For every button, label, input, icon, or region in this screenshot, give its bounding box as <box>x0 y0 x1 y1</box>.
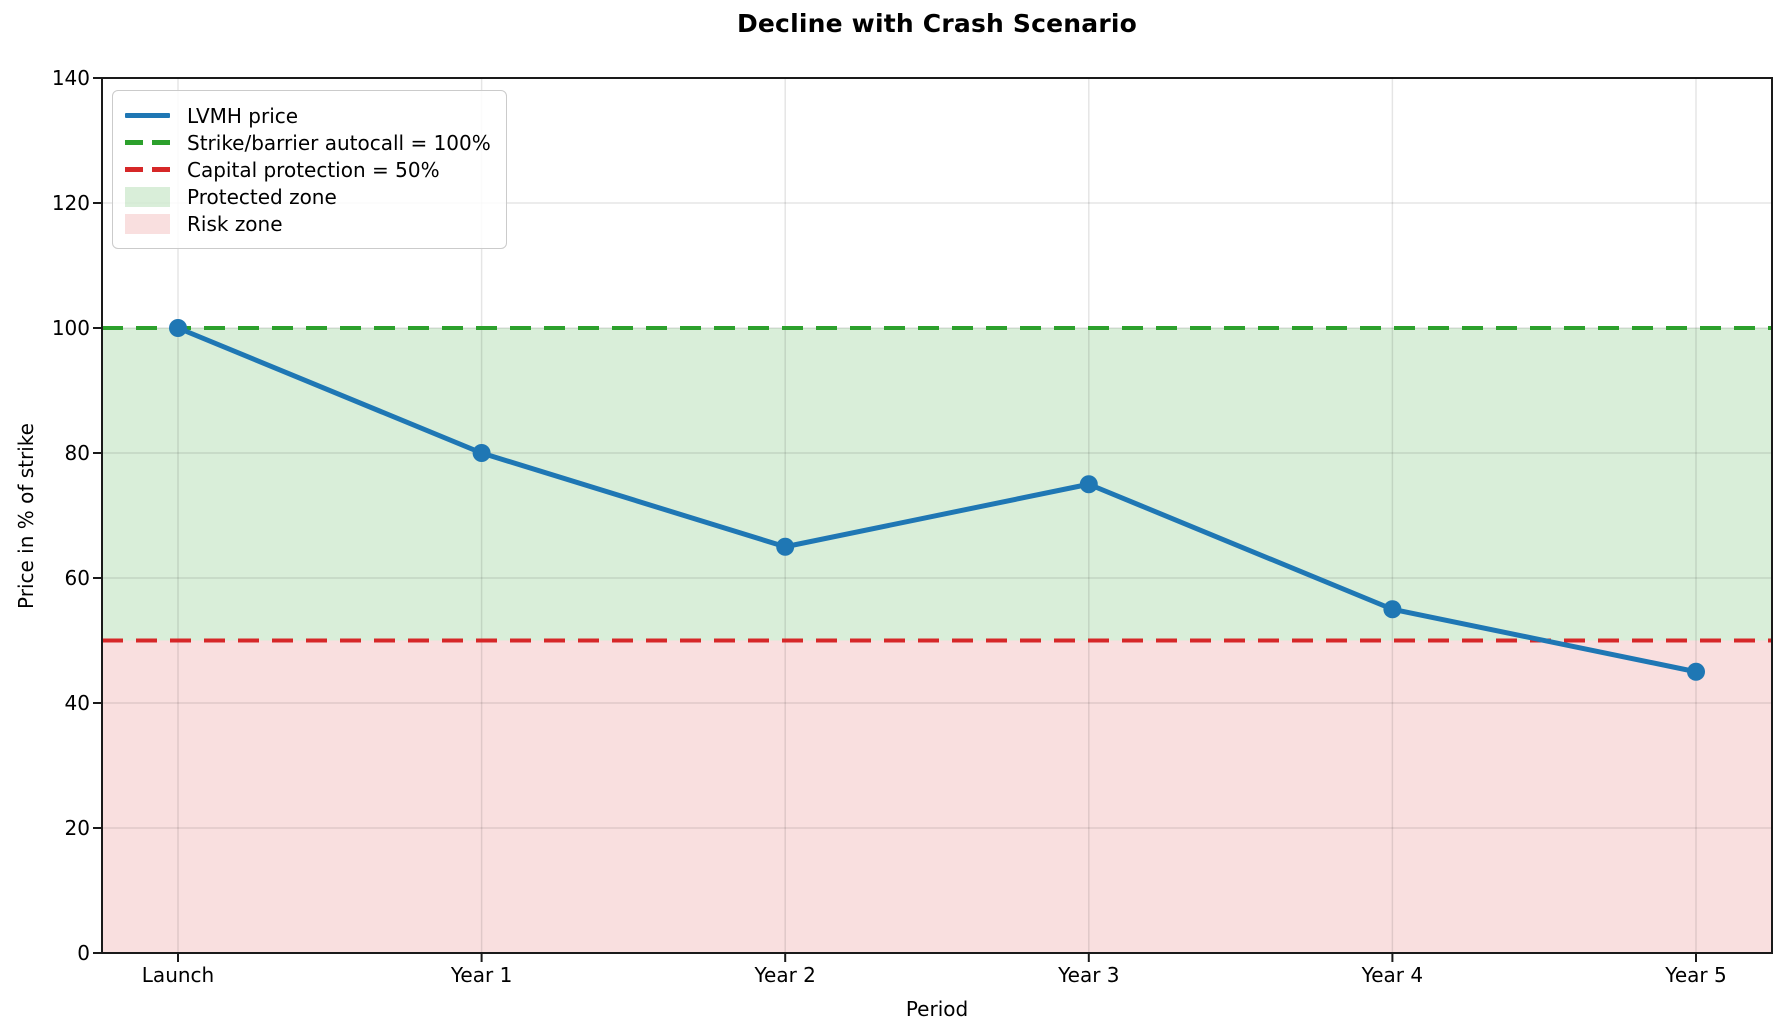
data-point-marker <box>169 319 187 337</box>
series-line <box>175 325 1699 675</box>
y-tick-label: 40 <box>64 691 90 715</box>
legend-item-strike-barrier: Strike/barrier autocall = 100% <box>125 129 491 156</box>
y-tick-label: 60 <box>64 566 90 590</box>
x-axis-label: Period <box>905 997 969 1021</box>
x-tick-label: Year 2 <box>754 963 816 987</box>
patch-swatch-icon <box>125 186 170 207</box>
dashed-line-swatch-icon <box>125 167 170 172</box>
legend-label: Capital protection = 50% <box>187 157 440 182</box>
y-tick-label: 0 <box>77 941 90 965</box>
x-tick-label: Year 4 <box>1361 963 1424 987</box>
plot-frame <box>101 77 1773 954</box>
legend-item-risk-zone: Risk zone <box>125 210 491 237</box>
solid-line-swatch-icon <box>125 113 170 118</box>
y-tick-label: 120 <box>51 191 90 215</box>
legend-label: Strike/barrier autocall = 100% <box>187 130 491 155</box>
zone-band <box>102 640 1772 953</box>
y-tick-label: 100 <box>51 316 90 340</box>
plot-area <box>93 77 1773 962</box>
legend-item-capital-protection: Capital protection = 50% <box>125 156 491 183</box>
chart-title: Decline with Crash Scenario <box>736 9 1138 38</box>
y-tick-label: 20 <box>64 816 90 840</box>
data-point-marker <box>472 444 491 462</box>
data-point-marker <box>1383 600 1402 619</box>
y-tick-label: 140 <box>51 66 90 90</box>
legend-label: Protected zone <box>187 184 337 209</box>
x-tick-label: Year 5 <box>1665 963 1727 987</box>
legend-item-protected-zone: Protected zone <box>125 183 491 210</box>
data-point-marker <box>1687 662 1705 681</box>
legend: LVMH price Strike/barrier autocall = 100… <box>112 90 507 249</box>
legend-label: Risk zone <box>187 211 283 236</box>
dashed-line-swatch-icon <box>125 140 170 145</box>
x-tick-label: Year 1 <box>450 963 513 987</box>
legend-label: LVMH price <box>187 103 299 128</box>
zone-band <box>102 328 1772 641</box>
data-point-marker <box>1079 475 1098 494</box>
x-tick-label: Launch <box>141 963 215 987</box>
y-tick-label: 80 <box>64 441 90 465</box>
x-tick-label: Year 3 <box>1058 963 1120 987</box>
data-point-marker <box>776 537 795 556</box>
legend-item-lvmh-price: LVMH price <box>125 102 491 129</box>
patch-swatch-icon <box>125 213 170 234</box>
